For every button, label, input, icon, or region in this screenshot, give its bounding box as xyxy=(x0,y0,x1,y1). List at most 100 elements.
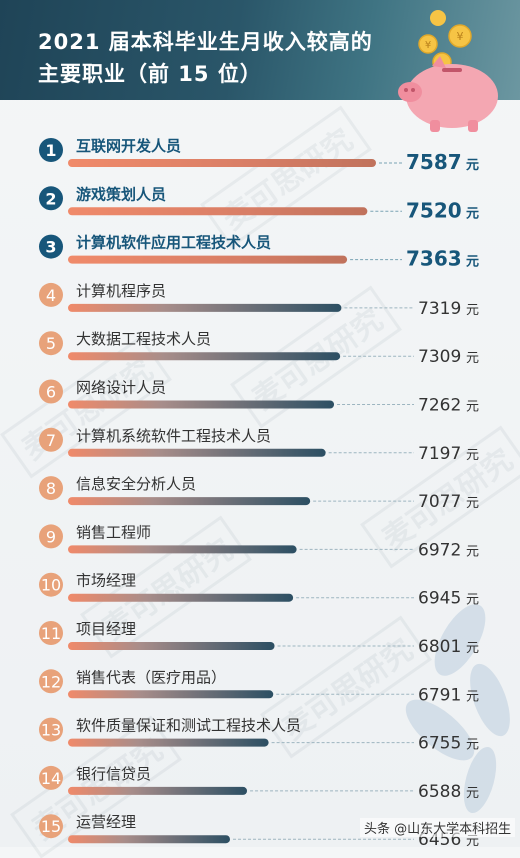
value-label: 7520 xyxy=(406,198,462,222)
rank-label: 12 xyxy=(41,672,61,691)
category-label: 网络设计人员 xyxy=(76,379,166,397)
unit-label: 元 xyxy=(466,641,479,656)
rank-label: 9 xyxy=(46,527,56,546)
bar xyxy=(68,448,326,457)
rank-circle xyxy=(39,282,63,307)
rank-circle xyxy=(39,717,63,742)
rank-circle xyxy=(39,427,63,452)
rank-label: 7 xyxy=(46,431,56,450)
bar xyxy=(68,835,230,844)
bar xyxy=(68,159,376,167)
chart-row: 12 销售代表（医疗用品） 6791 元 xyxy=(39,668,479,705)
chart-row: 5 大数据工程技术人员 7309 元 xyxy=(39,330,479,367)
rank-label: 5 xyxy=(46,334,56,353)
source-credit: 头条 @山东大学本科招生 xyxy=(360,818,516,837)
category-label: 计算机程序员 xyxy=(76,282,166,300)
value-label: 7262 xyxy=(418,396,461,416)
value-label: 6945 xyxy=(418,589,461,609)
category-label: 项目经理 xyxy=(76,620,136,638)
bar xyxy=(68,786,248,795)
bar xyxy=(68,593,294,602)
category-label: 销售工程师 xyxy=(76,523,151,541)
rank-label: 13 xyxy=(41,721,61,740)
bar xyxy=(68,352,341,361)
rank-label: 15 xyxy=(41,817,61,836)
category-label: 互联网开发人员 xyxy=(76,137,181,155)
bar xyxy=(68,400,335,409)
unit-label: 元 xyxy=(466,303,479,318)
category-label: 市场经理 xyxy=(76,572,136,590)
unit-label: 元 xyxy=(466,786,479,801)
rank-circle xyxy=(39,331,63,356)
rank-circle xyxy=(39,572,63,597)
unit-label: 元 xyxy=(466,689,479,704)
rank-circle xyxy=(39,814,63,839)
category-label: 销售代表（医疗用品） xyxy=(76,668,226,686)
rank-circle xyxy=(39,186,63,211)
chart-title-line-1: 2021 届本科毕业生月收入较高的 xyxy=(38,30,373,54)
rank-circle xyxy=(39,621,63,645)
chart-row: 10 市场经理 6945 元 xyxy=(39,572,479,609)
value-label: 7077 xyxy=(418,492,461,512)
chart-row: 11 项目经理 6801 元 xyxy=(39,620,479,657)
category-label: 大数据工程技术人员 xyxy=(76,330,211,348)
chart-title-line-2: 主要职业（前 15 位） xyxy=(38,62,262,86)
unit-label: 元 xyxy=(466,400,479,415)
value-label: 6801 xyxy=(418,637,461,657)
chart-row: 4 计算机程序员 7319 元 xyxy=(39,282,479,319)
value-label: 7309 xyxy=(418,347,461,367)
value-label: 7587 xyxy=(406,150,462,174)
rank-circle xyxy=(39,476,63,501)
chart-row: 1 互联网开发人员 7587 元 xyxy=(39,137,479,174)
rank-circle xyxy=(39,669,63,694)
bar xyxy=(68,207,368,216)
rank-label: 1 xyxy=(45,141,56,160)
rank-label: 14 xyxy=(41,769,61,788)
category-label: 计算机系统软件工程技术人员 xyxy=(76,427,271,445)
value-label: 6588 xyxy=(418,782,461,802)
category-label: 信息安全分析人员 xyxy=(76,475,196,493)
rank-label: 11 xyxy=(41,624,61,643)
category-label: 银行信贷员 xyxy=(76,765,151,783)
chart-row: 6 网络设计人员 7262 元 xyxy=(39,379,479,416)
value-label: 6972 xyxy=(418,540,461,560)
chart-row: 13 软件质量保证和测试工程技术人员 6755 元 xyxy=(39,717,479,754)
unit-label: 元 xyxy=(466,593,479,608)
rank-label: 3 xyxy=(45,238,56,257)
bar xyxy=(68,642,275,650)
bar xyxy=(68,255,348,264)
bar xyxy=(68,690,274,699)
unit-label: 元 xyxy=(466,255,479,270)
value-label: 6755 xyxy=(418,734,461,754)
rank-label: 10 xyxy=(41,576,61,595)
category-label: 软件质量保证和测试工程技术人员 xyxy=(76,717,301,735)
unit-label: 元 xyxy=(466,496,479,511)
unit-label: 元 xyxy=(466,448,479,463)
value-label: 7363 xyxy=(406,247,462,271)
rank-circle xyxy=(39,379,63,404)
chart-row: 2 游戏策划人员 7520 元 xyxy=(39,185,479,222)
bar xyxy=(68,303,342,312)
rank-circle xyxy=(39,765,63,790)
rank-circle xyxy=(39,234,63,259)
bar xyxy=(68,545,297,554)
bar xyxy=(68,497,311,506)
category-label: 运营经理 xyxy=(76,813,136,831)
value-label: 6791 xyxy=(418,685,461,705)
unit-label: 元 xyxy=(466,351,479,366)
chart-row: 3 计算机软件应用工程技术人员 7363 元 xyxy=(39,234,479,271)
rank-circle xyxy=(39,524,63,549)
unit-label: 元 xyxy=(466,206,479,221)
unit-label: 元 xyxy=(466,544,479,559)
rank-label: 2 xyxy=(45,189,56,208)
chart-row: 14 银行信贷员 6588 元 xyxy=(39,765,479,802)
chart-row: 9 销售工程师 6972 元 xyxy=(39,523,479,560)
rank-label: 4 xyxy=(46,286,56,305)
value-label: 7319 xyxy=(418,299,461,319)
unit-label: 元 xyxy=(466,158,479,173)
rank-label: 6 xyxy=(46,383,56,402)
category-label: 游戏策划人员 xyxy=(76,185,166,203)
unit-label: 元 xyxy=(466,834,479,847)
value-label: 7197 xyxy=(418,444,461,464)
